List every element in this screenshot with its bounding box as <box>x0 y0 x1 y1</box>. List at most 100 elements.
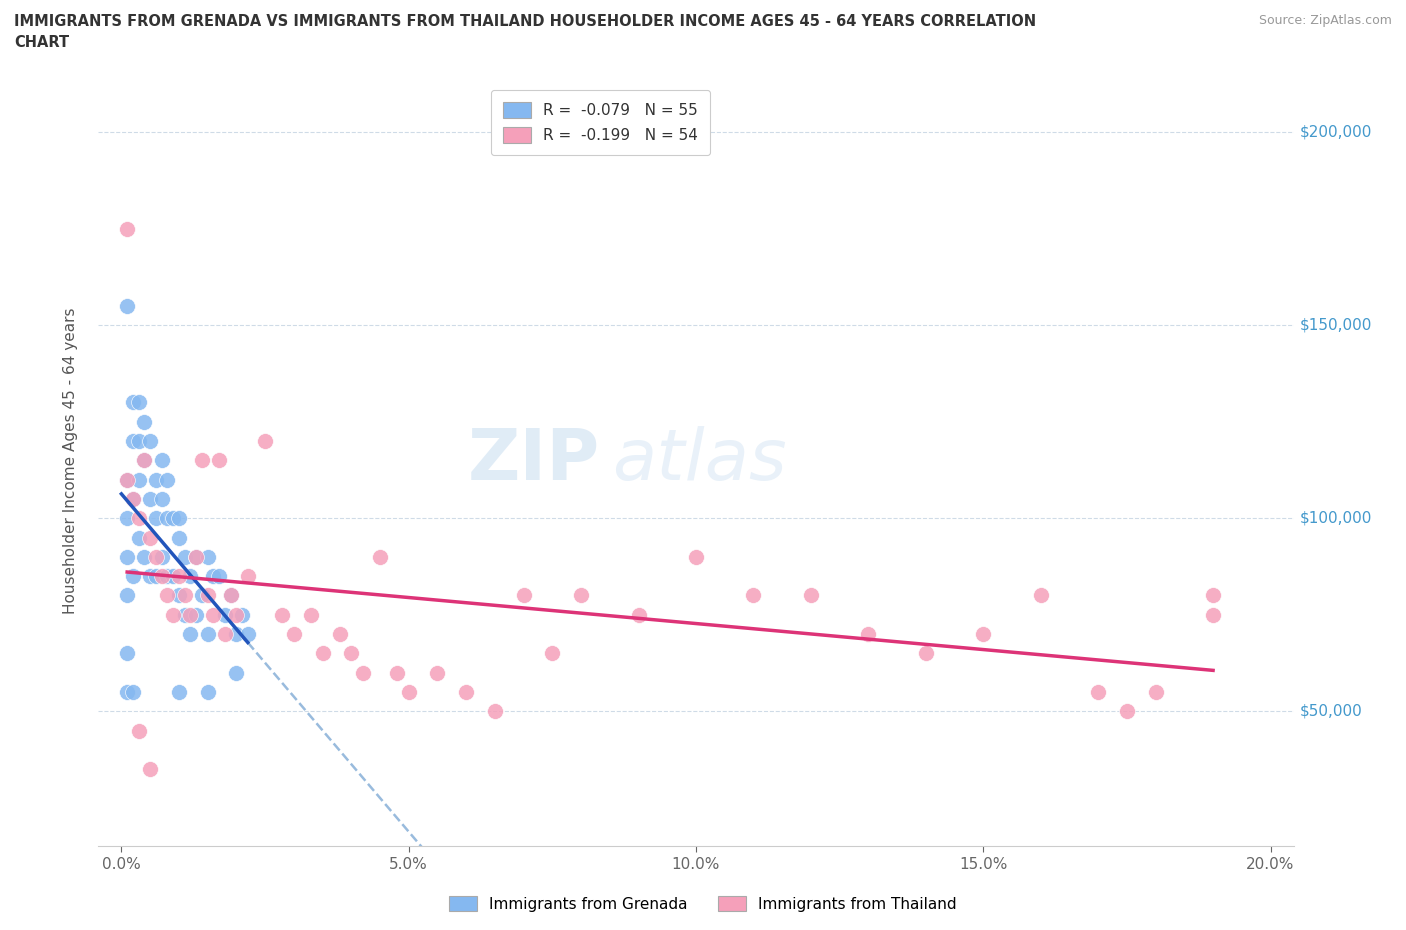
Text: $200,000: $200,000 <box>1299 125 1372 140</box>
Point <box>236 568 259 584</box>
Point <box>156 511 179 525</box>
Point <box>179 627 201 642</box>
Point <box>162 607 184 622</box>
Point <box>128 511 150 525</box>
Text: IMMIGRANTS FROM GRENADA VS IMMIGRANTS FROM THAILAND HOUSEHOLDER INCOME AGES 45 -: IMMIGRANTS FROM GRENADA VS IMMIGRANTS FR… <box>14 14 1036 29</box>
Point <box>197 588 219 603</box>
Point <box>145 568 167 584</box>
Point <box>167 588 190 603</box>
Point <box>271 607 294 622</box>
Text: $100,000: $100,000 <box>1299 511 1372 525</box>
Point <box>162 568 184 584</box>
Point <box>352 665 374 680</box>
Point <box>167 684 190 699</box>
Point <box>197 627 219 642</box>
Point <box>122 568 145 584</box>
Point <box>167 568 190 584</box>
Point <box>214 607 236 622</box>
Point <box>115 645 138 660</box>
Point <box>134 550 156 565</box>
Point <box>627 607 650 622</box>
Point <box>179 568 201 584</box>
Legend: Immigrants from Grenada, Immigrants from Thailand: Immigrants from Grenada, Immigrants from… <box>443 889 963 918</box>
Point <box>1029 588 1052 603</box>
Point <box>115 472 138 487</box>
Text: Source: ZipAtlas.com: Source: ZipAtlas.com <box>1258 14 1392 27</box>
Point <box>173 588 195 603</box>
Point <box>179 607 201 622</box>
Point <box>145 511 167 525</box>
Point <box>299 607 322 622</box>
Point <box>162 511 184 525</box>
Point <box>134 453 156 468</box>
Point <box>225 665 247 680</box>
Point <box>914 645 936 660</box>
Point <box>191 588 214 603</box>
Point <box>184 550 207 565</box>
Point <box>214 627 236 642</box>
Point <box>150 491 173 506</box>
Point <box>219 588 242 603</box>
Point <box>145 472 167 487</box>
Point <box>311 645 333 660</box>
Point <box>541 645 564 660</box>
Text: CHART: CHART <box>14 35 69 50</box>
Point <box>115 472 138 487</box>
Point <box>128 724 150 738</box>
Point <box>340 645 363 660</box>
Legend: R =  -0.079   N = 55, R =  -0.199   N = 54: R = -0.079 N = 55, R = -0.199 N = 54 <box>491 90 710 155</box>
Point <box>219 588 242 603</box>
Point <box>329 627 352 642</box>
Point <box>184 550 207 565</box>
Point <box>139 762 162 777</box>
Point <box>225 627 247 642</box>
Point <box>283 627 305 642</box>
Point <box>972 627 994 642</box>
Point <box>128 530 150 545</box>
Point <box>139 530 162 545</box>
Point <box>858 627 880 642</box>
Point <box>512 588 534 603</box>
Point <box>202 607 225 622</box>
Point <box>115 221 138 236</box>
Point <box>115 588 138 603</box>
Point <box>150 453 173 468</box>
Point <box>156 568 179 584</box>
Point <box>122 395 145 410</box>
Text: $150,000: $150,000 <box>1299 318 1372 333</box>
Point <box>197 684 219 699</box>
Point <box>800 588 823 603</box>
Point <box>156 588 179 603</box>
Point <box>569 588 592 603</box>
Point <box>1144 684 1167 699</box>
Text: ZIP: ZIP <box>468 426 600 495</box>
Point <box>128 395 150 410</box>
Point <box>1087 684 1109 699</box>
Point <box>122 491 145 506</box>
Point <box>128 472 150 487</box>
Point <box>231 607 253 622</box>
Point <box>236 627 259 642</box>
Point <box>1202 588 1225 603</box>
Point <box>156 472 179 487</box>
Point <box>742 588 765 603</box>
Point <box>208 453 231 468</box>
Text: atlas: atlas <box>613 426 787 495</box>
Point <box>150 550 173 565</box>
Point <box>115 511 138 525</box>
Point <box>368 550 391 565</box>
Point <box>197 550 219 565</box>
Point <box>1202 607 1225 622</box>
Point <box>398 684 420 699</box>
Point <box>128 433 150 448</box>
Point <box>115 684 138 699</box>
Point <box>484 704 506 719</box>
Point <box>139 433 162 448</box>
Point <box>184 607 207 622</box>
Point <box>173 550 195 565</box>
Point <box>208 568 231 584</box>
Point <box>134 415 156 430</box>
Point <box>385 665 409 680</box>
Point <box>456 684 478 699</box>
Point <box>150 568 173 584</box>
